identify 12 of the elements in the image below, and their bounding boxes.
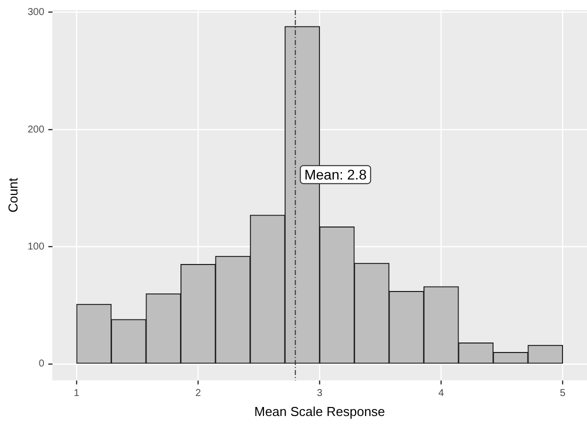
- x-tick-label: 4: [438, 388, 444, 400]
- ref-line-label: Mean: 2.8: [304, 166, 367, 182]
- y-tick-label: 300: [28, 7, 45, 18]
- x-tick-label: 5: [560, 388, 566, 400]
- y-tick-label: 100: [28, 242, 45, 253]
- y-axis-title: Count: [5, 177, 20, 213]
- x-tick-label: 1: [74, 388, 80, 400]
- y-tick-label: 0: [38, 358, 45, 370]
- y-tick-label: 200: [28, 124, 45, 136]
- x-tick-label: 2: [195, 388, 202, 400]
- x-axis-title: Mean Scale Response: [254, 404, 386, 419]
- x-tick-label: 3: [316, 388, 323, 400]
